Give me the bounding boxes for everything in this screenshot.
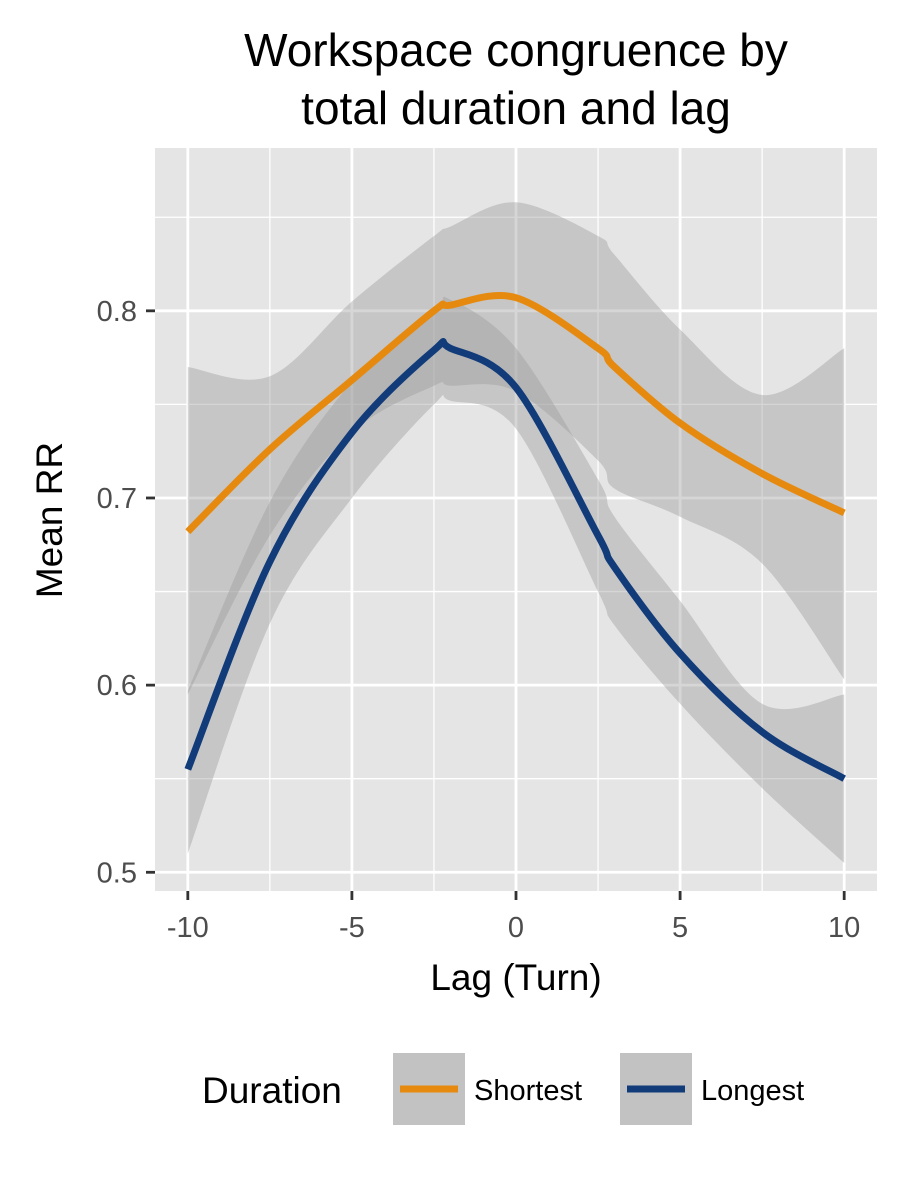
legend-label-longest: Longest: [701, 1075, 804, 1107]
x-axis-title: Lag (Turn): [430, 957, 601, 998]
ribbon-shortest: [187, 202, 845, 695]
y-tick-label: 0.5: [97, 857, 137, 889]
chart-title-line-1: Workspace congruence by: [244, 24, 788, 76]
y-axis-title: Mean RR: [29, 442, 70, 598]
legend-label-shortest: Shortest: [474, 1075, 582, 1107]
axes: -10 -5 0 5 10 0.5 0.6 0.7 0.8: [97, 296, 861, 944]
y-tick-label: 0.6: [97, 670, 137, 702]
confidence-ribbons: [187, 202, 845, 863]
line-longest: [184, 338, 846, 782]
ribbon-longest: [187, 296, 845, 863]
chart-title-line-2: total duration and lag: [301, 82, 731, 134]
x-tick-label: -5: [339, 912, 365, 944]
grid-major: [155, 148, 877, 891]
legend-title: Duration: [202, 1070, 342, 1111]
legend: Duration Shortest Longest: [202, 1053, 804, 1125]
y-tick-label: 0.7: [97, 483, 137, 515]
series-lines: [184, 291, 846, 782]
x-tick-label: -10: [167, 912, 209, 944]
y-tick-label: 0.8: [97, 296, 137, 328]
x-tick-label: 10: [828, 912, 860, 944]
x-tick-label: 5: [672, 912, 688, 944]
line-shortest: [185, 291, 846, 535]
x-tick-label: 0: [508, 912, 524, 944]
